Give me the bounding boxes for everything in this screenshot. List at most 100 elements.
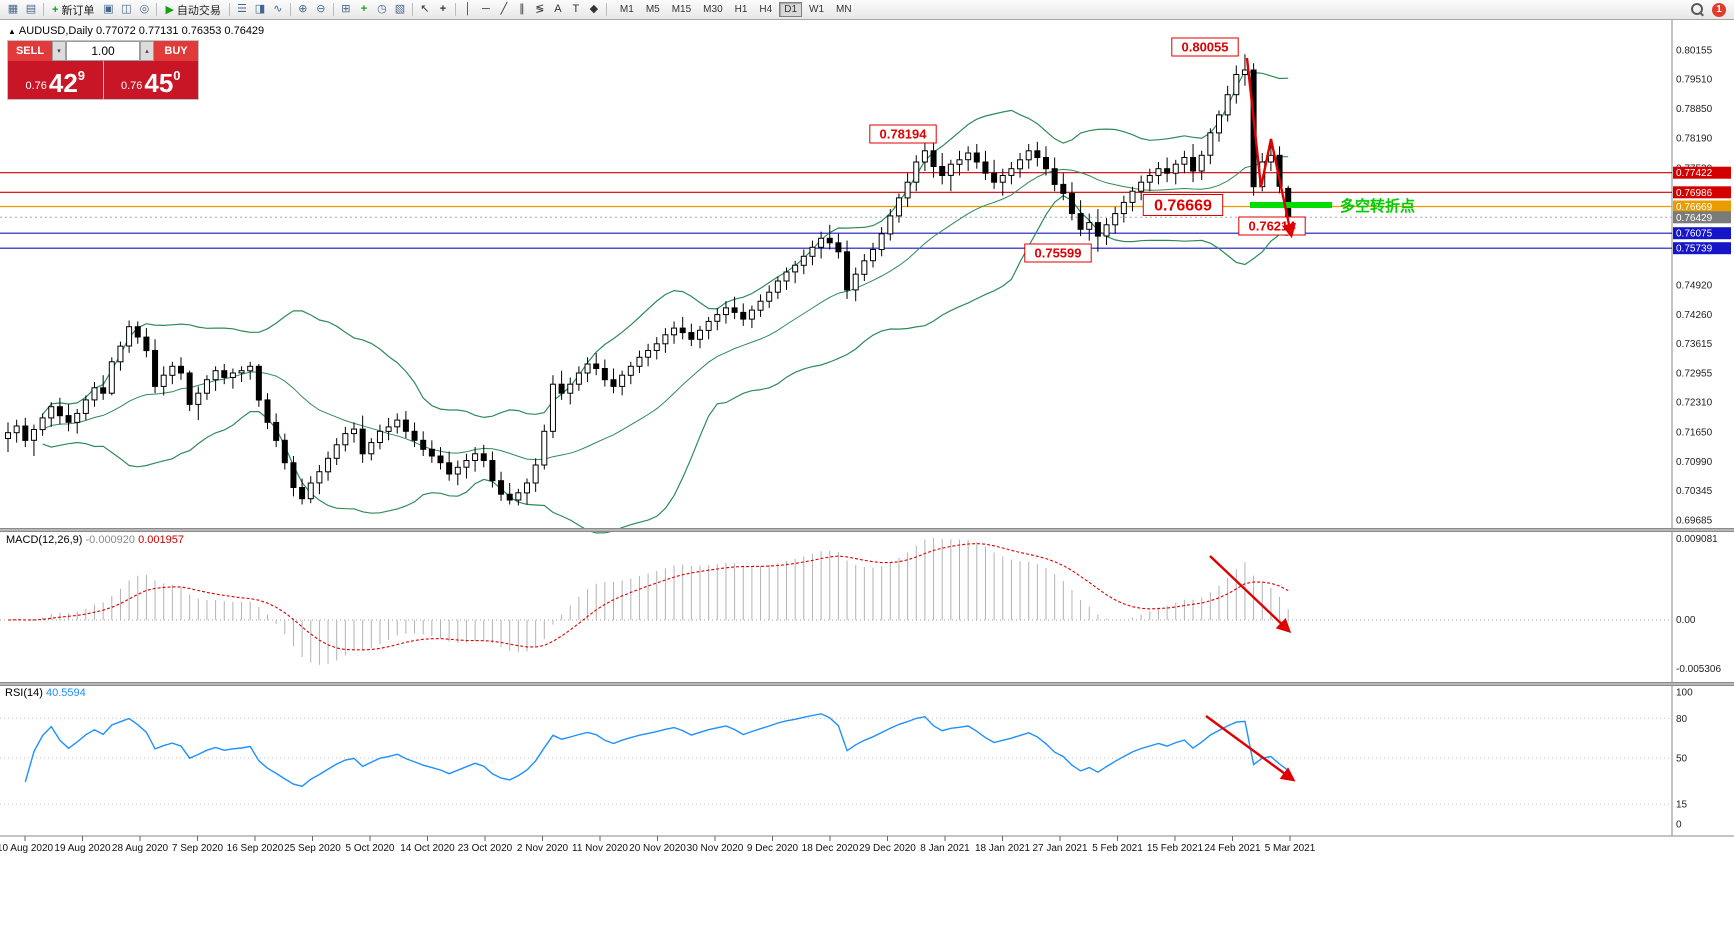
trendline-icon-glyph: ╱ xyxy=(500,3,508,15)
price-annotation: 0.80055 xyxy=(1182,40,1229,55)
autotrading-button-label: 自动交易 xyxy=(176,4,221,17)
templates-icon[interactable]: ▧ xyxy=(391,2,409,18)
volume-up-button[interactable]: ▴ xyxy=(140,41,154,61)
date-label: 27 Jan 2021 xyxy=(1032,843,1087,854)
toolbar-separator xyxy=(289,3,291,16)
rsi-arrow xyxy=(1205,715,1296,782)
toolbar-separator xyxy=(454,3,456,16)
svg-text:0.78850: 0.78850 xyxy=(1676,104,1713,115)
navigator-icon[interactable]: ◫ xyxy=(117,2,135,18)
horizontal-line-icon-glyph: ─ xyxy=(482,3,490,15)
crosshair-icon-glyph: + xyxy=(439,3,447,15)
date-label: 30 Nov 2020 xyxy=(687,843,744,854)
date-label: 5 Mar 2021 xyxy=(1265,843,1316,854)
date-label: 24 Feb 2021 xyxy=(1204,843,1261,854)
tile-windows-icon[interactable]: ⊞ xyxy=(337,2,355,18)
crosshair-icon[interactable]: + xyxy=(434,2,452,18)
volume-down-button[interactable]: ▾ xyxy=(52,41,66,61)
horizontal-line-icon[interactable]: ─ xyxy=(477,2,495,18)
candlestick-chart-type-icon[interactable]: ◨ xyxy=(251,2,269,18)
rsi-name: RSI(14) xyxy=(5,687,43,699)
sell-button[interactable]: SELL xyxy=(8,41,52,61)
candlestick-chart-type-icon-glyph: ◨ xyxy=(254,3,266,15)
date-label: 19 Aug 2020 xyxy=(54,843,111,854)
timeframe-button-M1[interactable]: M1 xyxy=(615,2,639,17)
svg-text:0.72955: 0.72955 xyxy=(1676,369,1713,380)
profiles-icon[interactable]: ▤ xyxy=(22,2,40,18)
new-order-button-icon: + xyxy=(52,3,59,16)
terminal-icon[interactable]: ◎ xyxy=(135,2,153,18)
turning-point-marker xyxy=(1250,202,1332,208)
autotrading-button[interactable]: ▶ 自动交易 xyxy=(160,2,225,18)
market-watch-icon-glyph: ▣ xyxy=(103,3,114,15)
rsi-line xyxy=(24,713,1289,788)
toolbar-separator xyxy=(332,3,334,16)
text-icon[interactable]: A xyxy=(549,2,567,18)
timeframe-button-M30[interactable]: M30 xyxy=(698,2,727,17)
label-icon[interactable]: T xyxy=(567,2,585,18)
text-icon-glyph: A xyxy=(554,3,562,15)
periods-icon[interactable]: ◷ xyxy=(373,2,391,18)
svg-text:0.74920: 0.74920 xyxy=(1676,281,1713,292)
date-axis[interactable]: 10 Aug 2020 19 Aug 2020 28 Aug 2020 7 Sep 2… xyxy=(0,836,1316,854)
svg-text:100: 100 xyxy=(1676,688,1693,699)
zoom-in-icon[interactable]: ⊕ xyxy=(294,2,312,18)
svg-text:0.72310: 0.72310 xyxy=(1676,398,1713,409)
toolbar-separator xyxy=(43,3,44,16)
timeframe-button-M15[interactable]: M15 xyxy=(667,2,696,17)
cursor-icon[interactable]: ↖ xyxy=(416,2,434,18)
toolbar-right: 1 xyxy=(1691,2,1730,17)
date-label: 14 Oct 2020 xyxy=(400,843,455,854)
shapes-icon[interactable]: ◆ xyxy=(585,2,603,18)
ask-price-button[interactable]: 0.76 45 0 xyxy=(104,61,199,99)
bar-chart-type-icon[interactable]: ☰ xyxy=(233,2,251,18)
vertical-line-icon[interactable]: │ xyxy=(459,2,477,18)
toolbar-separator xyxy=(156,3,158,16)
ask-prefix: 0.76 xyxy=(120,80,143,92)
zoom-out-icon[interactable]: ⊖ xyxy=(312,2,330,18)
profiles-icon-glyph: ▤ xyxy=(25,3,37,15)
volume-input[interactable] xyxy=(66,41,140,61)
timeframe-button-H1[interactable]: H1 xyxy=(730,2,753,17)
date-label: 18 Jan 2021 xyxy=(975,843,1030,854)
timeframe-button-M5[interactable]: M5 xyxy=(641,2,665,17)
svg-text:0.76669: 0.76669 xyxy=(1676,202,1713,213)
indicators-icon[interactable]: + xyxy=(355,2,373,18)
horizontal-lines[interactable] xyxy=(0,172,1672,249)
trade-controls-row: SELL ▾ ▴ BUY xyxy=(8,41,198,61)
date-label: 18 Dec 2020 xyxy=(802,843,859,854)
svg-text:0.69685: 0.69685 xyxy=(1676,516,1713,527)
bid-ask-display: 0.76 42 9 0.76 45 0 xyxy=(8,61,198,99)
notification-badge[interactable]: 1 xyxy=(1712,2,1726,17)
channel-icon[interactable]: ∥ xyxy=(513,2,531,18)
bid-price-button[interactable]: 0.76 42 9 xyxy=(8,61,104,99)
svg-text:0: 0 xyxy=(1676,820,1682,831)
macd-main-value: -0.000920 xyxy=(85,534,136,546)
svg-text:80: 80 xyxy=(1676,714,1688,725)
line-chart-type-icon[interactable]: ∿ xyxy=(269,2,287,18)
timeframe-button-W1[interactable]: W1 xyxy=(804,2,829,17)
buy-button[interactable]: BUY xyxy=(154,41,198,61)
trendline-icon[interactable]: ╱ xyxy=(495,2,513,18)
price-axis: 0.801550.795100.788500.781900.775300.749… xyxy=(1673,46,1731,527)
panel-separator[interactable] xyxy=(0,682,1734,686)
timeframe-button-D1[interactable]: D1 xyxy=(779,2,803,17)
svg-text:0.74260: 0.74260 xyxy=(1676,310,1713,321)
fibonacci-icon[interactable]: ≶ xyxy=(531,2,549,18)
timeframe-button-H4[interactable]: H4 xyxy=(754,2,777,17)
svg-text:0.73615: 0.73615 xyxy=(1676,339,1713,350)
search-icon[interactable] xyxy=(1691,3,1704,16)
date-label: 23 Oct 2020 xyxy=(458,843,513,854)
market-watch-icon[interactable]: ▣ xyxy=(99,2,117,18)
timeframe-button-MN[interactable]: MN xyxy=(831,2,857,17)
svg-text:0.80155: 0.80155 xyxy=(1676,46,1713,57)
new-order-button[interactable]: + 新订单 xyxy=(47,2,99,18)
panel-separator[interactable] xyxy=(0,528,1734,532)
new-chart-icon[interactable]: ▦ xyxy=(4,2,22,18)
label-icon-glyph: T xyxy=(572,3,580,15)
channel-icon-glyph: ∥ xyxy=(519,3,525,15)
new-order-button-label: 新订单 xyxy=(61,4,95,17)
